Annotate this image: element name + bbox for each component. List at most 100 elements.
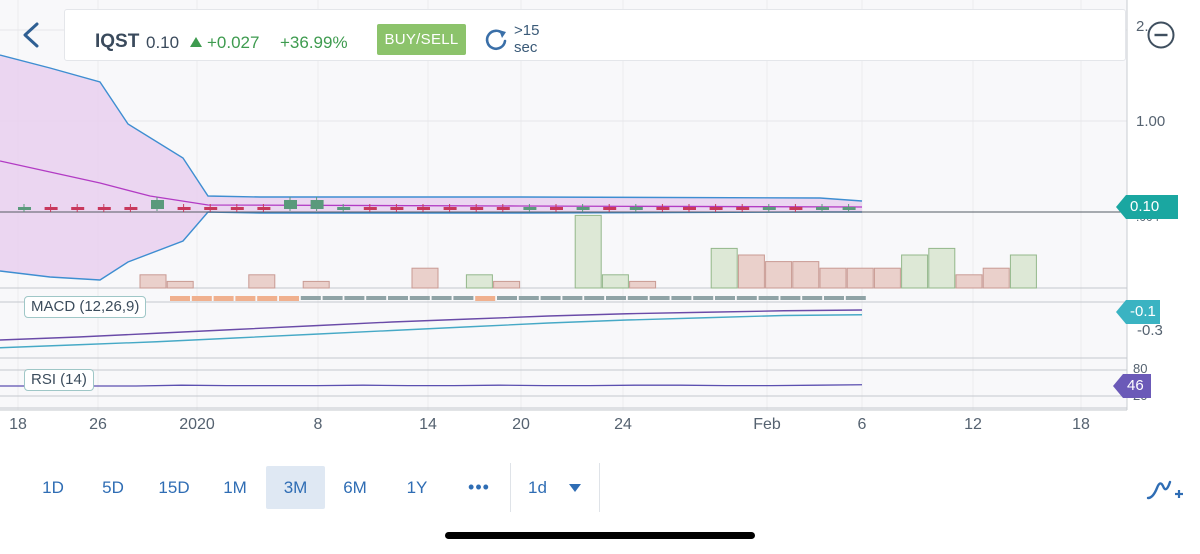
toolbar-divider <box>510 463 511 512</box>
macd-histogram-bar <box>671 296 692 300</box>
macd-histogram-bar <box>191 296 212 301</box>
candle <box>443 207 457 210</box>
drawing-tools-icon[interactable] <box>1144 472 1186 504</box>
range-3m-button[interactable]: 3M <box>266 466 325 509</box>
macd-histogram-bar <box>758 296 779 300</box>
x-label: 12 <box>964 416 982 433</box>
x-label: 6 <box>857 416 867 433</box>
ticker-symbol: IQST <box>95 31 140 52</box>
macd-histogram-bar <box>170 296 190 301</box>
macd-histogram-bar <box>497 296 517 300</box>
x-label: 18 <box>9 416 27 433</box>
data-delay: >15 sec <box>514 22 539 56</box>
candle <box>523 207 537 210</box>
macd-histogram-bar <box>736 296 757 300</box>
candle <box>337 207 351 210</box>
macd-label[interactable]: MACD (12,26,9) <box>24 296 147 318</box>
candle <box>417 207 430 210</box>
volume-bar <box>465 274 493 289</box>
macd-histogram-bar <box>235 296 256 301</box>
macd-histogram-bar <box>257 296 278 301</box>
volume-bar <box>982 267 1010 289</box>
candle <box>603 207 617 210</box>
candle <box>363 207 377 210</box>
volume-bar <box>574 214 602 289</box>
bollinger-middle-band <box>0 160 863 208</box>
volume-bar <box>928 247 956 289</box>
price-change: +0.027 <box>207 33 260 52</box>
range-1y-button[interactable]: 1Y <box>388 466 446 509</box>
volume-bar <box>601 274 629 289</box>
chart-area[interactable]: 2. 1.00 .004 -0.3 80 20 MACD (12,26,9) R… <box>0 0 1200 440</box>
volume-bar <box>493 280 521 289</box>
volume-bar <box>248 274 276 289</box>
macd-histogram-bar <box>366 296 387 300</box>
macd-histogram-bar <box>715 296 735 300</box>
x-label: 14 <box>419 416 437 433</box>
macd-histogram-bar <box>649 296 670 300</box>
home-indicator <box>445 532 755 539</box>
price-axis-label-1: 1.00 <box>1136 113 1166 130</box>
chevron-down-icon <box>568 483 581 492</box>
up-arrow-icon <box>190 37 202 47</box>
range-toolbar: 1D 5D 15D 1M 3M 6M 1Y ••• 1d <box>0 456 1200 518</box>
last-price-tag: 0.10 <box>1116 195 1178 219</box>
rsi-label[interactable]: RSI (14) <box>24 369 94 391</box>
interval-value: 1d <box>528 477 547 497</box>
macd-histogram-bar <box>279 296 299 301</box>
candle <box>230 207 244 210</box>
macd-histogram-bar <box>453 296 474 300</box>
candle <box>683 207 696 210</box>
volume-bar <box>873 267 901 289</box>
chart-canvas[interactable] <box>0 0 1200 440</box>
macd-histogram-bar <box>409 296 430 300</box>
volume-bar <box>302 280 330 289</box>
buy-sell-button[interactable]: BUY/SELL <box>377 24 466 55</box>
range-1m-button[interactable]: 1M <box>206 466 264 509</box>
candle <box>151 200 164 209</box>
volume-bar <box>139 274 167 289</box>
macd-histogram-bar <box>431 296 452 300</box>
macd-histogram-bar <box>322 296 343 300</box>
range-1d-button[interactable]: 1D <box>24 466 82 509</box>
candle <box>44 207 58 210</box>
range-label: 1Y <box>406 477 428 497</box>
range-15d-button[interactable]: 15D <box>144 466 204 509</box>
macd-histogram-bar <box>780 296 801 300</box>
signal-line <box>0 314 863 349</box>
price-axis-top-label: 2. <box>1136 18 1149 35</box>
macd-value-tag: -0.1 <box>1116 300 1160 324</box>
macd-histogram-bar <box>475 296 496 301</box>
interval-dropdown[interactable]: 1d <box>528 466 581 509</box>
macd-histogram-bar <box>802 296 823 300</box>
macd-histogram-bar <box>824 296 844 300</box>
macd-histogram-bar <box>300 296 321 300</box>
candle <box>736 207 750 210</box>
more-ranges-button[interactable]: ••• <box>450 466 508 509</box>
refresh-icon[interactable] <box>483 27 509 53</box>
rsi-value-tag: 46 <box>1113 374 1151 398</box>
x-label: 2020 <box>179 416 215 433</box>
range-label: 3M <box>283 477 308 497</box>
back-chevron-icon[interactable] <box>14 18 48 52</box>
range-5d-button[interactable]: 5D <box>84 466 142 509</box>
candle <box>842 207 856 210</box>
range-label: 1M <box>223 477 247 497</box>
rsi-axis-top-label: 80 <box>1133 361 1148 376</box>
rsi-line <box>0 384 863 387</box>
volume-bar <box>955 274 983 289</box>
macd-histogram-bar <box>562 296 583 300</box>
toolbar-divider <box>599 463 600 512</box>
bollinger-band-fill <box>0 55 862 280</box>
volume-bar <box>765 261 793 289</box>
delay-unit: sec <box>514 39 538 56</box>
x-label: 24 <box>614 416 632 433</box>
range-6m-button[interactable]: 6M <box>326 466 384 509</box>
x-label: 26 <box>89 416 107 433</box>
candle <box>496 207 510 210</box>
range-label: 5D <box>102 477 124 497</box>
candle <box>284 200 297 209</box>
macd-histogram-bar <box>845 296 866 300</box>
candle <box>18 207 31 210</box>
collapse-minus-icon[interactable] <box>1146 20 1176 50</box>
